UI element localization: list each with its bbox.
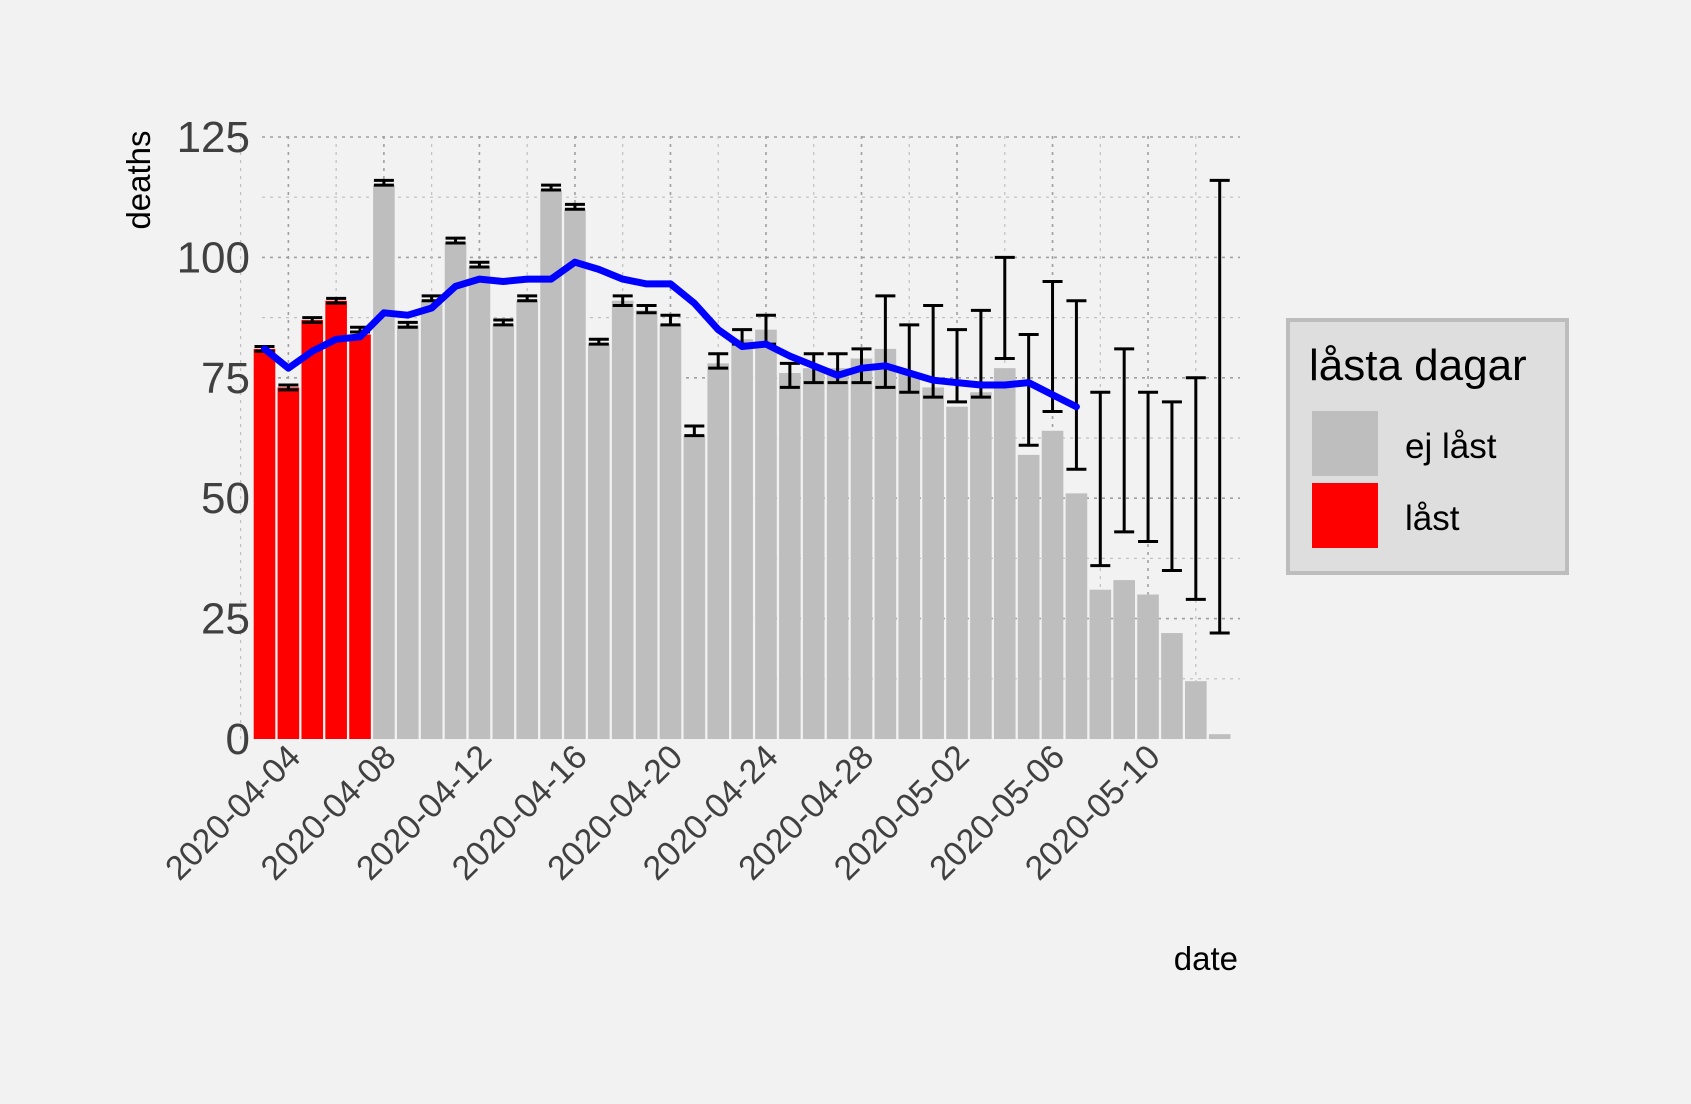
error-bar — [1209, 178, 1230, 635]
y-tick-label: 0 — [226, 715, 250, 764]
rolling-mean-line — [261, 258, 1080, 411]
rolling-mean-polyline — [261, 258, 1080, 411]
bar — [826, 368, 849, 739]
bar — [993, 368, 1016, 739]
bar — [1065, 493, 1088, 739]
legend-label-ej-last: ej låst — [1405, 427, 1497, 466]
error-bar — [564, 202, 585, 211]
bar — [970, 392, 992, 739]
error-bar — [875, 294, 896, 389]
error-bar — [517, 294, 538, 303]
bar — [492, 324, 515, 739]
x-axis-ticks: 2020-04-042020-04-082020-04-122020-04-16… — [158, 738, 1168, 888]
bar — [850, 358, 873, 739]
bar — [516, 300, 538, 739]
bar — [659, 324, 682, 739]
error-bar — [708, 352, 729, 370]
bar — [420, 300, 443, 739]
error-bar — [1114, 347, 1135, 534]
bar — [1113, 580, 1135, 739]
error-bar — [1185, 376, 1206, 601]
error-bar — [1066, 299, 1087, 471]
bar — [611, 300, 634, 739]
bar — [564, 209, 586, 740]
y-tick-label: 100 — [177, 233, 250, 282]
error-bar — [493, 318, 514, 327]
error-bar — [588, 337, 609, 346]
error-bar — [278, 383, 299, 392]
error-bar — [947, 328, 968, 404]
legend-swatch-last — [1312, 483, 1378, 548]
bar — [1089, 589, 1112, 739]
error-bar — [1161, 400, 1182, 572]
bar — [946, 406, 968, 739]
bar — [1017, 454, 1040, 739]
error-bar — [779, 361, 800, 389]
y-axis-title: deaths — [120, 130, 157, 229]
error-bar — [541, 183, 562, 192]
bar — [253, 348, 276, 739]
bar — [779, 372, 801, 739]
error-bar — [1018, 332, 1039, 447]
error-bar — [1138, 390, 1159, 544]
bar — [683, 435, 706, 739]
bar — [874, 348, 897, 739]
bar — [898, 372, 921, 739]
error-bar — [612, 294, 633, 308]
error-bar — [994, 255, 1015, 361]
bar — [731, 339, 753, 739]
y-tick-label: 125 — [177, 113, 250, 162]
bar — [349, 334, 371, 739]
legend-swatch-ej-last — [1312, 411, 1378, 476]
bar — [1185, 681, 1207, 739]
bar — [635, 310, 658, 739]
bar — [922, 387, 944, 739]
bar — [277, 387, 300, 739]
error-bar — [1042, 279, 1063, 414]
bar — [1208, 734, 1231, 739]
bar — [802, 368, 825, 739]
bar — [373, 185, 395, 739]
bar — [301, 320, 324, 739]
error-bar — [469, 260, 490, 269]
error-bar — [445, 236, 466, 245]
error-bar — [302, 316, 323, 324]
legend-title: låsta dagar — [1309, 341, 1527, 390]
error-bar — [636, 304, 657, 315]
error-bar — [899, 323, 920, 394]
bar — [468, 267, 491, 739]
bar — [540, 189, 562, 739]
x-axis-title: date — [1174, 940, 1238, 977]
y-tick-label: 50 — [201, 474, 250, 523]
error-bar — [326, 296, 347, 305]
bar — [396, 324, 419, 739]
y-axis-ticks: 0 25 50 75 100 125 — [177, 113, 250, 764]
legend-label-last: låst — [1405, 499, 1460, 538]
bar — [588, 344, 610, 739]
bar — [1161, 633, 1183, 739]
bar — [325, 300, 347, 739]
error-bar — [1090, 390, 1111, 568]
error-bar — [373, 178, 394, 187]
error-bar — [397, 320, 418, 329]
error-bar — [684, 424, 705, 438]
error-bar — [660, 313, 681, 327]
y-tick-label: 25 — [201, 595, 250, 644]
bar — [707, 363, 730, 739]
bar — [444, 242, 467, 739]
y-tick-label: 75 — [201, 354, 250, 403]
legend: låsta dagar ej låst låst — [1286, 318, 1569, 575]
bar — [1137, 594, 1159, 739]
bar — [755, 329, 777, 739]
bar — [1041, 430, 1064, 739]
bars — [253, 185, 1231, 740]
